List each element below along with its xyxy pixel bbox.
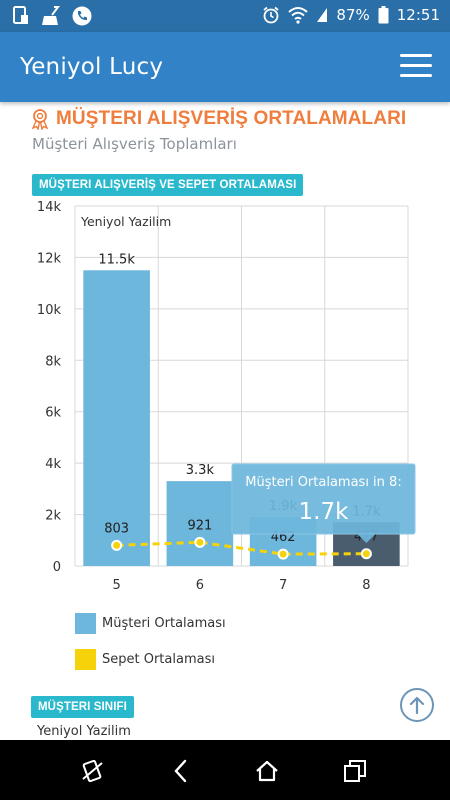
app-title: Yeniyol Lucy (20, 54, 164, 80)
menu-icon[interactable] (400, 54, 432, 80)
section-title: MÜŞTERI ALIŞVERİŞ ORTALAMALARI (56, 108, 407, 129)
tooltip-value: 1.7k (299, 499, 350, 525)
customer-class-badge: MÜŞTERI SINIFI (31, 696, 134, 718)
customer-class-subtitle: Yeniyol Yazilim (37, 724, 131, 739)
section-header: MÜŞTERI ALIŞVERİŞ ORTALAMALARI (30, 108, 406, 130)
home-icon[interactable] (254, 758, 280, 784)
cleaner-icon (42, 6, 60, 25)
arrow-up-icon (409, 696, 425, 715)
bar-value-label: 11.5k (98, 252, 135, 267)
legend-label-basket: Sepet Ortalaması (102, 652, 215, 667)
point-basket-average (111, 539, 123, 551)
y-tick-label: 8k (45, 354, 61, 369)
chart-badge: MÜŞTERI ALIŞVERİŞ VE SEPET ORTALAMASI (32, 174, 304, 196)
rotate-icon[interactable] (80, 758, 106, 784)
alarm-icon (263, 6, 279, 24)
tooltip-arrow (357, 534, 376, 543)
signal-icon (317, 8, 328, 22)
legend-swatch-basket (75, 649, 96, 670)
y-tick-label: 10k (37, 303, 62, 318)
x-tick-label: 7 (279, 578, 287, 593)
navigation-bar (0, 740, 450, 800)
plot-subtitle: Yeniyol Yazilim (80, 214, 171, 229)
customer-average-chart[interactable]: 0 2k 4k 6k 8k 10k 12k 14k Yeniyol Yazilim 11.5k 5 3… (0, 198, 450, 598)
bar-value-label: 3.3k (186, 463, 215, 478)
recents-icon[interactable] (342, 758, 368, 784)
back-icon[interactable] (168, 758, 194, 784)
award-icon (31, 109, 49, 130)
legend-swatch-customer (75, 613, 96, 634)
section-subtitle: Müşteri Alışveriş Toplamları (32, 135, 237, 153)
x-tick-label: 8 (362, 578, 370, 593)
notification-icon (13, 6, 28, 24)
tooltip-title: Müşteri Ortalaması in 8: (245, 475, 401, 490)
bar-customer-average (166, 481, 234, 566)
y-tick-label: 6k (45, 406, 61, 421)
point-value-label: 803 (104, 521, 129, 536)
y-tick-label: 4k (45, 457, 61, 472)
point-basket-average (277, 548, 289, 560)
legend-label-customer: Müşteri Ortalaması (102, 616, 226, 631)
scroll-to-top-button[interactable] (400, 688, 434, 722)
battery-icon (378, 6, 389, 24)
clock: 12:51 (396, 6, 440, 24)
app-bar: Yeniyol Lucy (0, 32, 450, 102)
phone-icon (72, 6, 92, 26)
line-basket-average (116, 540, 367, 556)
point-basket-average (194, 536, 206, 548)
y-tick-label: 14k (37, 200, 62, 215)
wifi-icon (288, 7, 309, 24)
battery-percent: 87% (336, 6, 370, 24)
point-value-label: 921 (187, 518, 212, 533)
x-tick-label: 5 (112, 578, 120, 593)
y-tick-label: 12k (37, 251, 62, 266)
x-tick-label: 6 (196, 578, 204, 593)
y-tick-label: 2k (45, 509, 61, 524)
bar-customer-average (83, 270, 150, 566)
y-tick-label: 0 (53, 560, 61, 575)
tooltip-box (231, 463, 416, 535)
status-bar: 87% 12:51 (0, 0, 450, 32)
point-basket-average (360, 548, 372, 560)
